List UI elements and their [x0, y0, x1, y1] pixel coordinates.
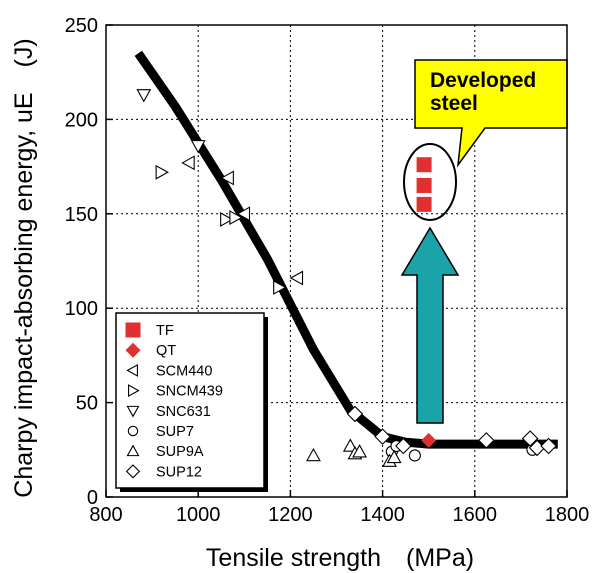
- legend-marker-sup7: [127, 425, 139, 437]
- legend-label-sncm439: SNCM439: [156, 384, 223, 400]
- y-tick-label: 250: [65, 15, 98, 37]
- up-arrow: [400, 226, 460, 424]
- legend-label-tf: TF: [156, 323, 174, 339]
- y-tick-label: 100: [65, 298, 98, 320]
- x-tick-label: 1400: [360, 504, 405, 526]
- legend-label-sup12: SUP12: [156, 464, 202, 480]
- tick-labels: 800 1000 1200 1400 1600 1800 0 50 100 150 200 250: [65, 15, 590, 526]
- point-sup9a: [352, 444, 367, 458]
- x-tick-label: 800: [89, 504, 122, 526]
- point-sncm439: [229, 210, 243, 226]
- point-sup12: [540, 437, 557, 455]
- legend-label-scm440: SCM440: [156, 363, 212, 379]
- point-scm440: [289, 270, 304, 286]
- point-snc631: [136, 89, 152, 103]
- point-scm440: [236, 206, 251, 222]
- callout-line-2: steel: [430, 92, 478, 115]
- x-tick-label: 1200: [268, 504, 313, 526]
- point-qt: [421, 432, 437, 448]
- y-tick-label: 150: [65, 204, 98, 226]
- point-sup7: [408, 449, 421, 462]
- legend-label-snc631: SNC631: [156, 404, 211, 420]
- point-sncm439: [155, 164, 169, 180]
- legend-marker-scm440: [126, 363, 138, 377]
- legend-marker-sncm439: [128, 384, 140, 398]
- legend: TF QT SCM440 SNCM439 SNC631 SUP7 SUP9A SUP12: [115, 312, 268, 492]
- point-sup12: [374, 428, 391, 445]
- point-scm440: [181, 155, 195, 171]
- legend-marker-sup12: [125, 464, 141, 479]
- point-sup12: [521, 430, 539, 447]
- point-tf: [416, 177, 432, 193]
- point-sncm439: [220, 212, 234, 227]
- legend-label-qt: QT: [156, 343, 176, 359]
- legend-marker-qt: [125, 342, 141, 358]
- point-snc631: [190, 140, 206, 154]
- legend-marker-snc631: [126, 405, 140, 418]
- y-tick-label: 0: [87, 487, 98, 509]
- x-tick-label: 1600: [453, 504, 498, 526]
- legend-label-sup7: SUP7: [156, 424, 194, 440]
- point-tf: [416, 196, 432, 212]
- developed-steel-callout: Developed steel: [400, 59, 568, 424]
- x-tick-label: 1800: [545, 504, 590, 526]
- point-sup12: [346, 405, 364, 423]
- legend-label-sup9a: SUP9A: [156, 444, 204, 460]
- legend-marker-tf: [125, 322, 141, 338]
- plot-frame: [105, 24, 568, 498]
- point-scm440: [220, 170, 234, 186]
- legend-marker-sup9a: [126, 444, 140, 457]
- callout-line-1: Developed: [430, 69, 536, 92]
- point-sup9a: [342, 438, 358, 452]
- point-tf: [416, 157, 432, 173]
- x-axis-title: Tensile strength (MPa): [206, 544, 474, 572]
- developed-steel-ellipse: [403, 143, 457, 221]
- x-tick-label: 1000: [176, 504, 221, 526]
- point-sup9a: [306, 447, 321, 462]
- point-sup12: [395, 437, 412, 455]
- data-points: [136, 89, 557, 467]
- point-sup12: [478, 432, 495, 449]
- y-tick-label: 50: [76, 393, 98, 415]
- point-sncm439: [273, 279, 287, 295]
- legend-box: [115, 312, 265, 489]
- y-axis-title: Charpy impact-absorbing energy, uE (J): [10, 38, 38, 497]
- point-sup9a: [386, 449, 402, 464]
- y-tick-label: 200: [65, 109, 98, 131]
